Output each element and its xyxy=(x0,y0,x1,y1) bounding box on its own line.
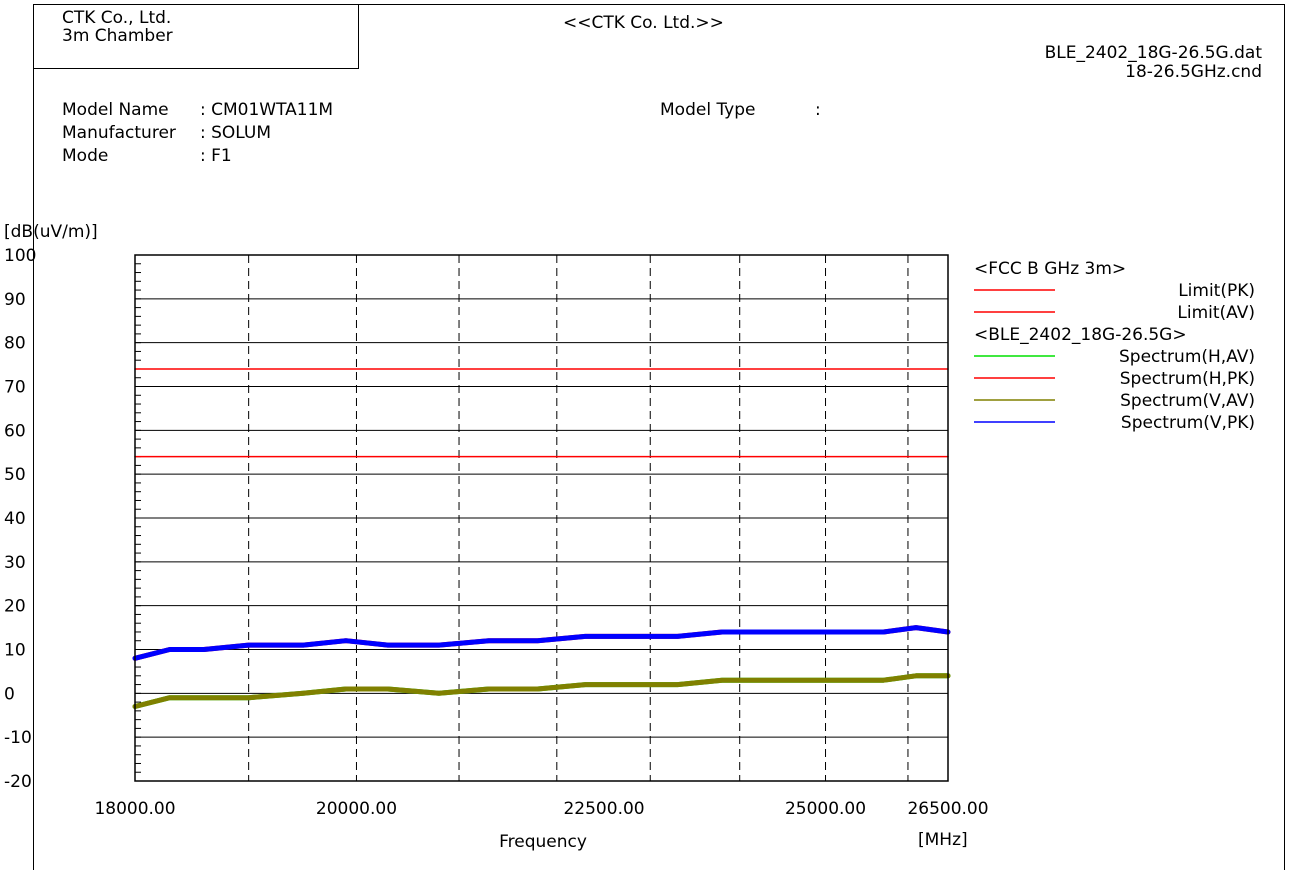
manufacturer-value: : SOLUM xyxy=(200,123,272,143)
model-name-label: Model Name xyxy=(62,100,169,120)
y-tick-label: 30 xyxy=(4,553,26,573)
company-box xyxy=(33,4,359,69)
x-tick-label: 26500.00 xyxy=(907,799,988,819)
y-tick-label: 80 xyxy=(4,334,26,354)
x-axis-unit: [MHz] xyxy=(918,830,968,850)
series-spectrum-v-pk xyxy=(132,625,951,661)
model-type-label: Model Type xyxy=(660,100,756,120)
y-tick-label: 20 xyxy=(4,597,26,617)
y-tick-label: -20 xyxy=(4,772,32,792)
y-tick-label: 90 xyxy=(4,290,26,310)
y-axis-label: [dB(uV/m)] xyxy=(4,222,98,242)
condition-file-name: 18-26.5GHz.cnd xyxy=(1125,62,1262,82)
series-layer xyxy=(132,368,951,709)
y-tick-label: 100 xyxy=(4,246,36,266)
y-tick-label: -10 xyxy=(4,728,32,748)
x-tick-label: 20000.00 xyxy=(316,799,397,819)
legend-entry-label: Spectrum(H,AV) xyxy=(1119,347,1255,367)
plot-area-border xyxy=(134,254,949,782)
chamber-name: 3m Chamber xyxy=(62,26,173,46)
y-tick-label: 70 xyxy=(4,378,26,398)
legend-entry-label: Spectrum(H,PK) xyxy=(1120,369,1255,389)
report-frame xyxy=(33,4,1285,870)
legend-group-title: <BLE_2402_18G-26.5G> xyxy=(974,325,1187,345)
mode-label: Mode xyxy=(62,146,109,166)
manufacturer-label: Manufacturer xyxy=(62,123,176,143)
legend-entry-label: Limit(AV) xyxy=(1177,303,1255,323)
legend: <FCC B GHz 3m> Limit(PK)Limit(AV)<BLE_240… xyxy=(974,259,1255,433)
x-tick-label: 18000.00 xyxy=(94,799,175,819)
legend-entry-label: Spectrum(V,PK) xyxy=(1121,413,1255,433)
x-axis-label: Frequency xyxy=(499,832,587,852)
legend-entry-label: Limit(PK) xyxy=(1178,281,1255,301)
y-tick-label: 10 xyxy=(4,641,26,661)
series-spectrum-v-av xyxy=(132,673,951,709)
y-tick-label: 0 xyxy=(4,684,15,704)
model-name-value: : CM01WTA11M xyxy=(200,100,334,120)
y-tick-label: 50 xyxy=(4,465,26,485)
y-tick-label: 40 xyxy=(4,509,26,529)
y-tick-label: 60 xyxy=(4,421,26,441)
legend-entry-label: Spectrum(V,AV) xyxy=(1120,391,1255,411)
x-tick-label: 25000.00 xyxy=(785,799,866,819)
axes: -20 -10 0 10 20 30 40 50 60 70 80 90 100 18000.00 2000… xyxy=(4,246,989,819)
x-tick-label: 22500.00 xyxy=(563,799,644,819)
mode-value: : F1 xyxy=(200,146,232,166)
data-file-name: BLE_2402_18G-26.5G.dat xyxy=(1044,43,1262,63)
company-name: CTK Co., Ltd. xyxy=(62,8,172,28)
grid xyxy=(135,254,948,782)
model-type-value: : xyxy=(815,100,821,120)
report-title: <<CTK Co. Ltd.>> xyxy=(563,13,724,33)
legend-group-title: <FCC B GHz 3m> xyxy=(974,259,1126,279)
